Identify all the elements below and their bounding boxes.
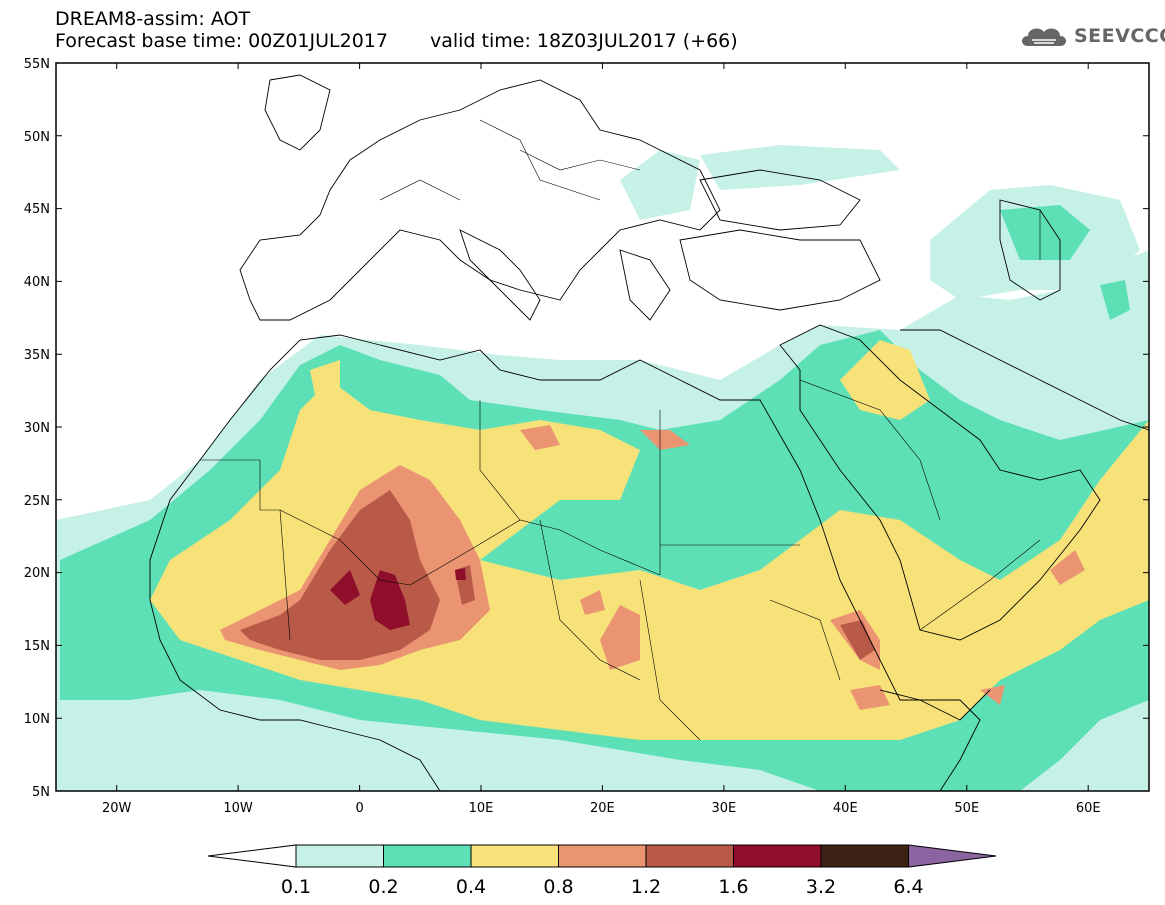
aot-contour-0.2 (1100, 280, 1130, 320)
lon-label: 0 (355, 801, 363, 816)
valid-time: valid time: 18Z03JUL2017 (+66) (429, 30, 738, 52)
aot-contour-0.2 (1000, 205, 1090, 260)
colorbar-segment (558, 844, 647, 868)
lon-label: 40E (833, 801, 858, 816)
aot-contour-1.6 (370, 570, 410, 630)
border-line (919, 539, 1041, 631)
colorbar (207, 844, 997, 868)
border-line (200, 459, 291, 641)
lat-label: 5N (32, 785, 50, 800)
aot-contour-1.6 (455, 568, 466, 580)
aot-contour-1.6 (330, 570, 360, 605)
colorbar-label: 1.2 (631, 876, 661, 898)
lat-label: 30N (24, 421, 50, 436)
border-line (279, 509, 411, 586)
lon-label: 10E (469, 801, 494, 816)
colorbar-label: 0.4 (456, 876, 486, 898)
colorbar-label: 6.4 (893, 876, 923, 898)
aot-contour-0.8 (580, 590, 605, 615)
aot-contour-0.8 (1050, 550, 1085, 585)
aot-contour-1.2 (840, 620, 875, 660)
lat-label: 35N (24, 348, 50, 363)
colorbar-segment (645, 844, 734, 868)
borders (200, 119, 1041, 741)
border-line (479, 400, 521, 521)
colorbar-label: 0.2 (368, 876, 398, 898)
lat-label: 25N (24, 494, 50, 509)
aot-contour-0.8 (640, 430, 690, 450)
lon-label: 50E (954, 801, 979, 816)
colorbar-segment (820, 844, 909, 868)
colorbar-label: 0.8 (543, 876, 573, 898)
lat-label: 15N (24, 639, 50, 654)
colorbar-label: 3.2 (806, 876, 836, 898)
lon-label: 20W (102, 801, 132, 816)
aot-contour-0.1 (700, 145, 900, 190)
colorbar-low-arrow (207, 844, 297, 868)
aot-contour-0.1 (620, 150, 700, 220)
border-line (799, 379, 941, 521)
aot-contour-0.8 (980, 685, 1005, 705)
latitude-labels: 55N 50N 45N 40N 35N 30N 25N 20N 15N 10N … (24, 57, 50, 800)
border-line (409, 519, 661, 586)
lon-label: 10W (223, 801, 253, 816)
cloud-icon (1022, 28, 1066, 46)
border-line (519, 149, 641, 171)
coastline-black-sea (699, 169, 861, 231)
coastline-europe (239, 79, 721, 321)
lat-label: 55N (24, 57, 50, 72)
coastline-britain (264, 74, 331, 151)
colorbar-label: 0.1 (281, 876, 311, 898)
lon-label: 60E (1076, 801, 1101, 816)
lat-label: 40N (24, 275, 50, 290)
colorbar-label: 1.6 (718, 876, 748, 898)
coastline-arabia (779, 324, 1101, 641)
aot-contour-0.4 (310, 360, 340, 395)
coastline-iran (900, 329, 1149, 431)
aot-contour-0.4 (840, 340, 930, 420)
lat-label: 50N (24, 130, 50, 145)
border-line (479, 119, 601, 201)
logo-text: SEEVCCC (1074, 25, 1165, 47)
colorbar-segment (470, 844, 559, 868)
base-time: Forecast base time: 00Z01JUL2017 (55, 30, 388, 52)
model-title: DREAM8-assim: AOT (55, 8, 251, 30)
seevccc-logo: SEEVCCC (1018, 22, 1165, 50)
colorbar-labels: 0.1 0.2 0.4 0.8 1.2 1.6 3.2 6.4 (281, 876, 924, 898)
lon-label: 30E (712, 801, 737, 816)
coastline-italy (459, 229, 541, 321)
colorbar-segment (383, 844, 472, 868)
coastline-caspian (999, 199, 1061, 301)
aot-contour-0.8 (600, 605, 640, 670)
border-line (639, 579, 701, 741)
axis-ticks (56, 63, 1149, 791)
coastline-africa (199, 334, 981, 791)
coastline-greece (619, 249, 671, 321)
border-line (769, 599, 841, 681)
title-block: DREAM8-assim: AOT Forecast base time: 00… (55, 8, 738, 52)
map-frame (55, 62, 1150, 792)
colorbar-segment (733, 844, 822, 868)
lat-label: 45N (24, 202, 50, 217)
longitude-labels: 20W 10W 0 10E 20E 30E 40E 50E 60E (102, 801, 1101, 816)
coastline-horn (879, 689, 991, 721)
colorbar-high-arrow (908, 844, 997, 868)
lat-label: 20N (24, 566, 50, 581)
colorbar-segment (295, 844, 384, 868)
border-line (539, 519, 641, 681)
coastlines (149, 74, 1149, 791)
coastline-west-africa (149, 459, 441, 791)
aot-contour-0.8 (520, 425, 560, 450)
time-line: Forecast base time: 00Z01JUL2017 valid ti… (55, 30, 738, 52)
coastline-turkey (679, 229, 881, 311)
aot-field (56, 63, 1149, 791)
border-line (379, 179, 461, 201)
lon-label: 20E (590, 801, 615, 816)
aot-contour-0.8 (850, 685, 890, 710)
lat-label: 10N (24, 712, 50, 727)
